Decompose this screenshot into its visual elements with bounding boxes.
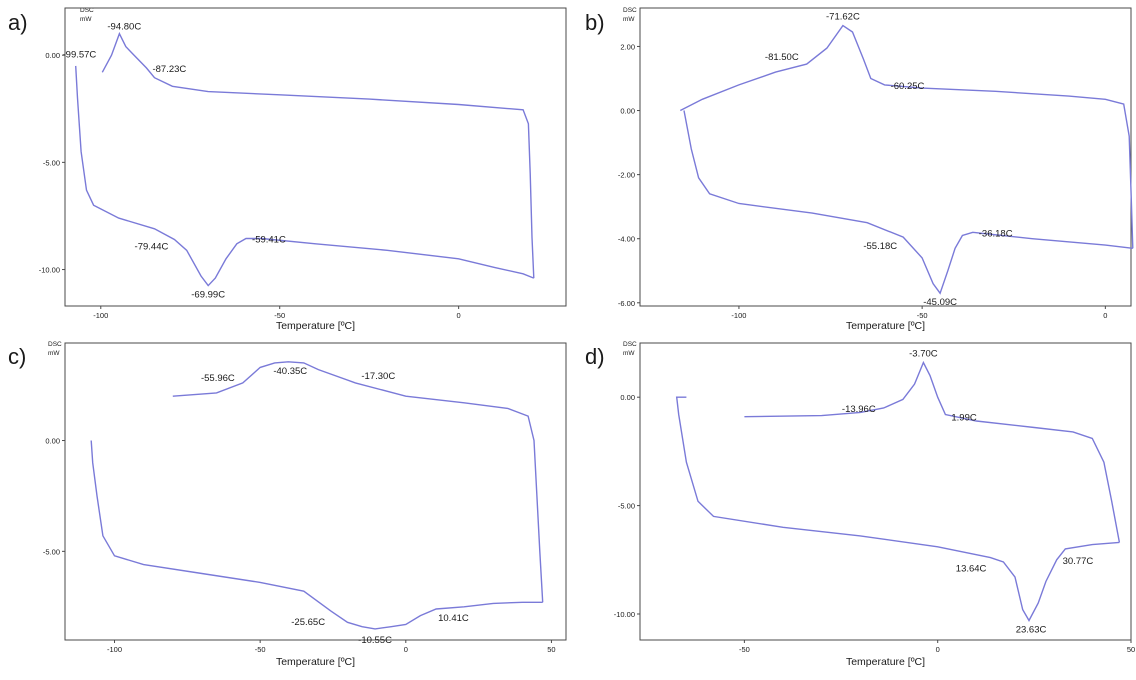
x-tick-label: 0	[1103, 311, 1107, 320]
peak-annotation: -25.65C	[291, 617, 325, 628]
plot-frame	[64, 7, 567, 307]
peak-annotation: -55.96C	[201, 373, 235, 384]
y-unit-mw: mW	[48, 350, 60, 357]
x-axis-label: Temperature [ºC]	[276, 320, 355, 332]
peak-annotation: 13.64C	[956, 564, 987, 575]
panel-letter: a)	[8, 10, 28, 35]
y-unit-dsc: DSC	[623, 341, 637, 348]
y-unit-dsc: DSC	[48, 341, 62, 348]
peak-annotation: 23.63C	[1016, 624, 1047, 635]
dsc-curve-upper	[101, 31, 535, 279]
panel-letter: b)	[585, 10, 605, 35]
y-tick-label: 0.00	[620, 393, 635, 402]
dsc-curve-upper	[172, 361, 544, 603]
peak-annotation: 10.41C	[438, 613, 469, 624]
y-tick-label: -10.00	[614, 610, 635, 619]
plot-frame	[639, 7, 1132, 307]
dsc-curve-lower	[675, 396, 1120, 622]
dsc-panel-2: b) DSC mW -100 -50 0 2.00 0.00 -2.00 -4.00 -6.00 Te…	[585, 7, 1134, 332]
y-tick-label: -6.00	[618, 299, 635, 308]
y-tick-label: 2.00	[620, 42, 635, 51]
x-axis-label: Temperature [ºC]	[276, 656, 355, 668]
x-tick-label: -50	[255, 645, 266, 654]
x-tick-label: 50	[547, 645, 555, 654]
x-tick-label: 0	[936, 645, 940, 654]
dsc-panel-1: a) DSC mW -100 -50 0 0.00 -5.00 -10.00 Temperatur…	[8, 7, 567, 332]
peak-annotation: -59.41C	[252, 234, 286, 245]
peak-annotation: -3.70C	[909, 349, 938, 360]
y-unit-mw: mW	[623, 16, 635, 23]
x-axis-label: Temperature [ºC]	[846, 656, 925, 668]
peak-annotation: -99.57C	[63, 49, 97, 60]
y-unit-dsc: DSC	[623, 7, 637, 14]
peak-annotation: -79.44C	[135, 242, 169, 253]
y-tick-label: -5.00	[43, 547, 60, 556]
y-tick-label: 0.00	[45, 51, 60, 60]
peak-annotation: -55.18C	[863, 241, 897, 252]
dsc-panel-3: c) DSC mW -100 -50 0 50 0.00 -5.00 Temperature [º…	[8, 341, 567, 668]
peak-annotation: 30.77C	[1063, 556, 1094, 567]
peak-annotation: -81.50C	[765, 52, 799, 63]
x-tick-label: 0	[404, 645, 408, 654]
peak-annotation: -71.62C	[826, 12, 860, 23]
x-tick-label: -100	[731, 311, 746, 320]
peak-annotation: -94.80C	[107, 22, 141, 33]
y-tick-label: -4.00	[618, 235, 635, 244]
plot-frame	[64, 342, 567, 641]
peak-annotation: -36.18C	[979, 228, 1013, 239]
panel-letter: d)	[585, 344, 605, 369]
y-tick-label: 0.00	[45, 437, 60, 446]
x-tick-label: -50	[739, 645, 750, 654]
peak-annotation: -17.30C	[361, 371, 395, 382]
x-tick-label: -50	[917, 311, 928, 320]
x-axis-label: Temperature [ºC]	[846, 320, 925, 332]
y-unit-mw: mW	[623, 350, 635, 357]
peak-annotation: -40.35C	[273, 366, 307, 377]
y-unit-dsc: DSC	[80, 7, 94, 14]
peak-annotation: -87.23C	[152, 64, 186, 75]
peak-annotation: -10.55C	[358, 635, 392, 646]
peak-annotation: -45.09C	[923, 297, 957, 308]
y-tick-label: -5.00	[618, 502, 635, 511]
plot-frame	[639, 342, 1132, 641]
dsc-curve-lower	[683, 110, 1133, 295]
peak-annotation: -13.96C	[842, 404, 876, 415]
dsc-curve-upper	[679, 24, 1134, 249]
x-tick-label: 0	[457, 311, 461, 320]
y-tick-label: -5.00	[43, 158, 60, 167]
x-tick-label: -100	[93, 311, 108, 320]
y-tick-label: 0.00	[620, 107, 635, 116]
x-tick-label: -100	[107, 645, 122, 654]
y-unit-mw: mW	[80, 16, 92, 23]
x-tick-label: 50	[1127, 645, 1135, 654]
x-tick-label: -50	[274, 311, 285, 320]
dsc-curve-upper	[744, 360, 1121, 543]
peak-annotation: -69.99C	[191, 290, 225, 301]
dsc-curve-lower	[90, 440, 543, 630]
dsc-curve-lower	[75, 65, 535, 287]
y-tick-label: -2.00	[618, 171, 635, 180]
peak-annotation: -60.25C	[891, 81, 925, 92]
y-tick-label: -10.00	[39, 266, 60, 275]
panel-letter: c)	[8, 344, 26, 369]
dsc-panel-4: d) DSC mW -50 0 50 0.00 -5.00 -10.00 Temperature …	[585, 341, 1135, 668]
peak-annotation: 1.99C	[951, 413, 976, 424]
